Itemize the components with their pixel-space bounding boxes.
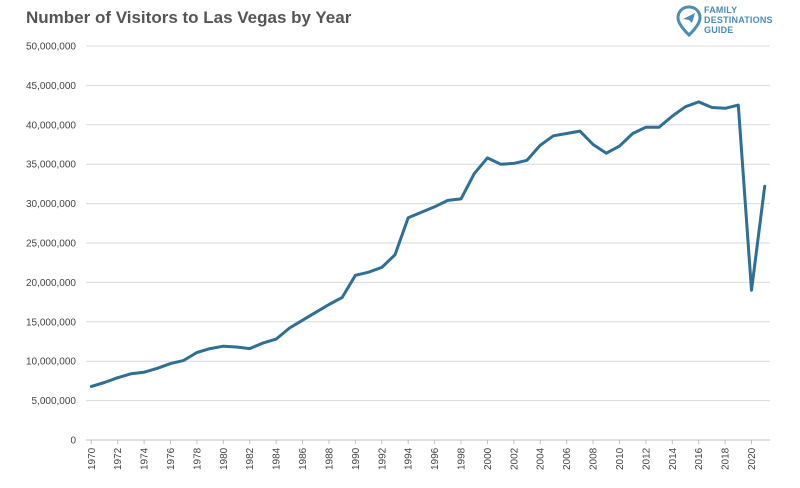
x-tick-label: 1970 [87, 447, 98, 470]
axes [86, 439, 770, 444]
x-tick-label: 1978 [192, 447, 203, 470]
y-tick-label: 5,000,000 [32, 396, 77, 407]
y-tick-label: 50,000,000 [26, 42, 76, 53]
gridlines [86, 45, 770, 402]
x-tick-label: 2014 [668, 447, 679, 470]
x-tick-label: 1986 [298, 447, 309, 470]
x-tick-label: 1992 [377, 447, 388, 470]
map-pin-plane-icon [676, 5, 702, 38]
y-tick-label: 45,000,000 [26, 81, 76, 92]
x-tick-label: 2018 [721, 447, 732, 470]
x-tick-label: 2006 [562, 447, 573, 470]
x-tick-label: 2002 [509, 447, 520, 470]
x-tick-label: 1994 [404, 447, 415, 470]
x-tick-label: 1972 [113, 447, 124, 470]
logo-text: FAMILY DESTINATIONS GUIDE [704, 5, 773, 35]
x-tick-label: 2010 [615, 447, 626, 470]
x-tick-label: 1980 [219, 447, 230, 470]
chart-title: Number of Visitors to Las Vegas by Year [26, 8, 352, 27]
y-tick-label: 25,000,000 [26, 239, 76, 250]
y-tick-label: 10,000,000 [26, 357, 76, 368]
logo-line: GUIDE [704, 25, 734, 35]
x-tick-label: 1984 [272, 447, 283, 470]
x-tick-label: 1998 [457, 447, 468, 470]
x-tick-label: 2016 [694, 447, 705, 470]
x-tick-label: 2012 [641, 447, 652, 470]
series-line-visitors [89, 100, 767, 388]
brand-logo: FAMILY DESTINATIONS GUIDE [676, 4, 786, 40]
y-tick-label: 40,000,000 [26, 120, 76, 131]
x-tick-labels: 1970 1972 1974 1976 1978 1980 1982 1984 1986 1988… [87, 447, 758, 470]
x-tick-label: 2020 [747, 447, 758, 470]
x-tick-label: 1974 [140, 447, 151, 470]
series-layer [89, 100, 767, 388]
logo-line: FAMILY [704, 5, 738, 15]
y-tick-label: 20,000,000 [26, 278, 76, 289]
y-tick-label: 15,000,000 [26, 317, 76, 328]
x-tick-label: 1976 [166, 447, 177, 470]
x-tick-label: 1990 [351, 447, 362, 470]
x-tick-label: 2004 [536, 447, 547, 470]
x-tick-label: 1996 [430, 447, 441, 470]
y-tick-label: 30,000,000 [26, 199, 76, 210]
y-tick-labels: 0 5,000,000 10,000,000 15,000,000 20,000,000… [26, 42, 77, 447]
x-tick-label: 2008 [589, 447, 600, 470]
y-tick-label: 35,000,000 [26, 160, 76, 171]
logo-line: DESTINATIONS [704, 15, 773, 25]
x-tick-label: 1988 [324, 447, 335, 470]
y-tick-label: 0 [70, 436, 76, 447]
x-tick-label: 2000 [483, 447, 494, 470]
x-tick-label: 1982 [245, 447, 256, 470]
